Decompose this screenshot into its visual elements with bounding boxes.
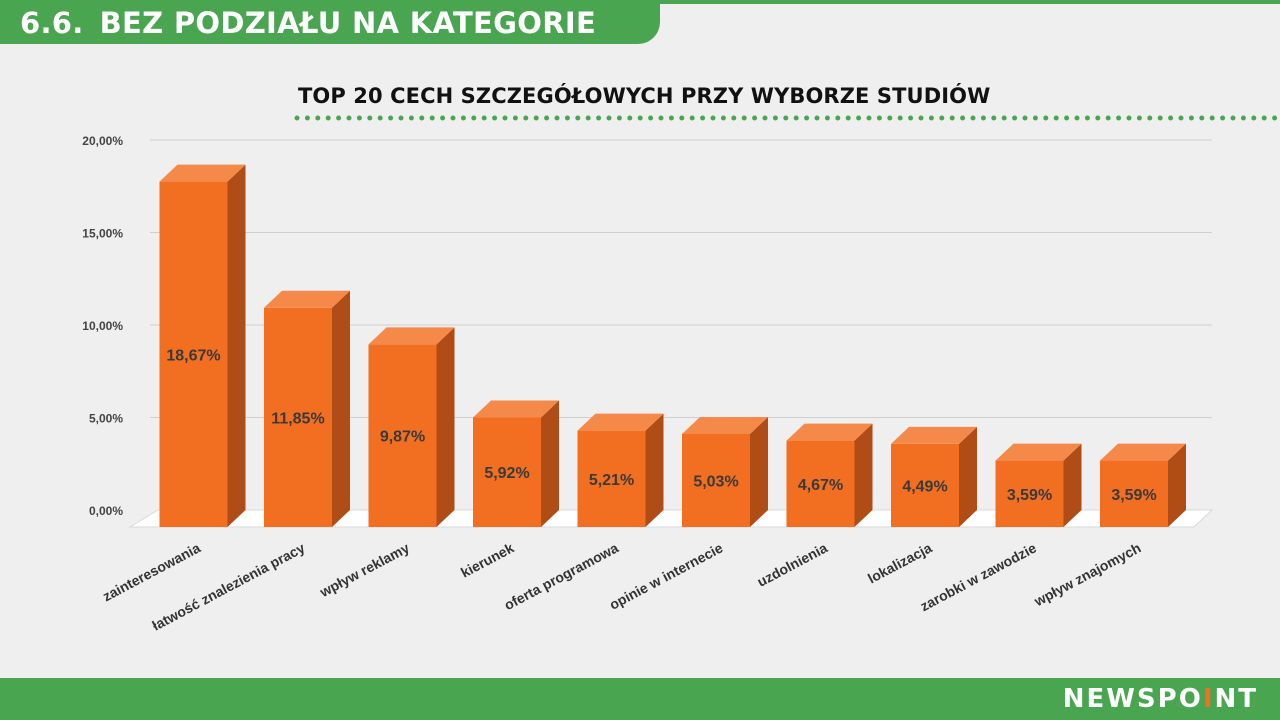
x-category-label: opinie w internecie (607, 539, 726, 612)
footer-bar: NEWSPOINT (0, 678, 1280, 720)
data-label: 5,21% (589, 472, 634, 489)
bar-front (264, 307, 332, 527)
x-category-label: zarobki w zawodzie (917, 539, 1039, 614)
data-label: 18,67% (166, 347, 220, 364)
bar-front (159, 181, 228, 528)
y-tick-label: 20,00% (82, 134, 123, 148)
data-label: 5,92% (484, 465, 529, 482)
title-dotted-divider (294, 115, 1280, 121)
bar-front (891, 443, 959, 527)
bar-front (682, 433, 750, 527)
bar-front (368, 344, 437, 527)
bar-side (645, 413, 664, 527)
y-tick-label: 0,00% (89, 504, 123, 518)
bar: 5,21% (577, 413, 664, 527)
bar-top (159, 164, 246, 182)
bar-front (473, 417, 541, 527)
bar: 3,59% (995, 443, 1082, 527)
bar-front (1100, 460, 1168, 527)
bar-top (891, 426, 977, 444)
bar-top (995, 443, 1082, 461)
bar: 5,03% (682, 416, 768, 527)
x-category-label: kierunek (458, 539, 517, 580)
bar: 5,92% (473, 400, 559, 527)
chart-title: TOP 20 CECH SZCZEGÓŁOWYCH PRZY WYBORZE S… (298, 84, 991, 108)
newspoint-logo: NEWSPOINT (1062, 684, 1258, 714)
section-header: 6.6. BEZ PODZIAŁU NA KATEGORIE (0, 0, 660, 44)
bar-top (368, 327, 455, 345)
x-category-label: oferta programowa (501, 539, 621, 613)
bar-side (1168, 443, 1186, 527)
x-category-label: lokalizacja (865, 539, 935, 586)
data-label: 3,59% (1111, 487, 1156, 504)
bar-side (959, 426, 977, 527)
bar: 3,59% (1100, 443, 1186, 527)
bar-chart: 0,00% 5,00% 10,00% 15,00% 20,00% 18,67% zainte… (82, 134, 1214, 634)
x-category-label: uzdolnienia (754, 539, 830, 589)
bar-side (854, 423, 873, 527)
data-label: 5,03% (693, 473, 738, 490)
bar-side (750, 416, 768, 527)
y-tick-label: 5,00% (89, 412, 123, 426)
bar-side (541, 400, 559, 527)
bar: 4,67% (786, 423, 873, 527)
bar-top (473, 400, 559, 418)
x-category-label: wpływ reklamy (316, 539, 412, 600)
data-label: 9,87% (380, 429, 425, 446)
bar-top (1100, 443, 1186, 461)
section-number: 6.6. (20, 6, 84, 40)
bar-side (332, 290, 350, 527)
bar-top (786, 423, 873, 441)
bar-front (786, 440, 855, 527)
x-category-label: wpływ znajomych (1031, 540, 1144, 610)
bar-top (264, 290, 350, 308)
data-label: 4,49% (902, 478, 947, 495)
bar-side (1063, 443, 1082, 527)
data-label: 11,85% (271, 410, 324, 427)
bar-side (227, 164, 246, 528)
section-title: 6.6. BEZ PODZIAŁU NA KATEGORIE (20, 4, 596, 42)
data-label: 3,59% (1007, 487, 1052, 504)
bar-top (577, 413, 664, 431)
bar-front (577, 430, 646, 527)
bar: 11,85% (264, 290, 350, 527)
section-title-text: BEZ PODZIAŁU NA KATEGORIE (99, 6, 597, 40)
y-tick-label: 15,00% (82, 227, 123, 241)
y-tick-label: 10,00% (82, 319, 123, 333)
bar-front (995, 460, 1064, 527)
bar-side (436, 327, 455, 527)
bar-top (682, 416, 768, 434)
bar: 4,49% (891, 426, 977, 527)
data-label: 4,67% (798, 477, 843, 494)
bar: 18,67% (159, 164, 246, 528)
bar: 9,87% (368, 327, 455, 527)
x-category-label: zainteresowania (100, 539, 203, 604)
